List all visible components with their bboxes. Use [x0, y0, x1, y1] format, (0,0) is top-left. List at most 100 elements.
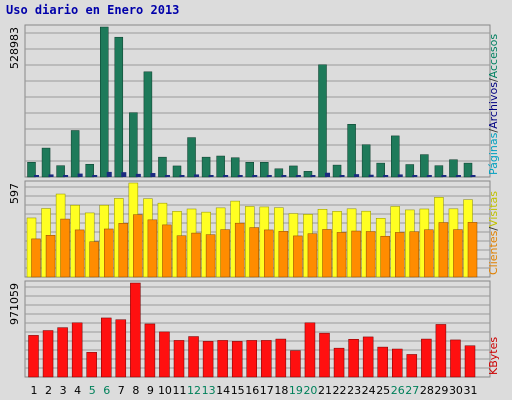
- bar-clientes-day-21: [322, 229, 332, 278]
- bar-accesos-day-25: [376, 162, 385, 178]
- bar-archivos-day-11: [179, 175, 185, 177]
- bar-archivos-day-2: [48, 174, 54, 177]
- bar-kbytes-day-12: [188, 336, 199, 378]
- bar-accesos-day-14: [216, 155, 225, 178]
- bar-clientes-day-4: [74, 229, 85, 278]
- bar-clientes-day-3: [60, 218, 70, 278]
- x-tick-label: 15: [231, 384, 245, 397]
- x-tick-label: 26: [391, 384, 405, 397]
- bar-clientes-day-18: [278, 231, 289, 278]
- x-tick-label: 3: [60, 384, 67, 397]
- x-tick-label: 20: [303, 384, 317, 397]
- bar-clientes-day-15: [234, 222, 245, 278]
- bar-clientes-day-19: [293, 235, 303, 278]
- bar-clientes-day-24: [365, 231, 376, 278]
- x-tick-label: 11: [173, 384, 187, 397]
- bar-archivos-day-27: [412, 175, 418, 177]
- x-tick-label: 13: [202, 384, 216, 397]
- bar-kbytes-day-2: [42, 330, 54, 378]
- bar-accesos-day-7: [114, 36, 124, 178]
- bar-kbytes-day-11: [173, 340, 185, 378]
- bar-kbytes-day-17: [261, 340, 272, 378]
- bar-archivos-day-31: [470, 175, 476, 177]
- x-tick-label: 22: [333, 384, 347, 397]
- bar-archivos-day-14: [223, 175, 229, 177]
- bar-clientes-day-23: [351, 230, 361, 278]
- bar-archivos-day-18: [281, 175, 287, 177]
- bar-archivos-day-8: [135, 173, 141, 177]
- bar-kbytes-day-18: [275, 338, 287, 378]
- x-tick-label: 29: [434, 384, 448, 397]
- bar-accesos-day-24: [361, 144, 371, 178]
- bar-accesos-day-1: [27, 162, 36, 178]
- bar-kbytes-day-13: [202, 341, 214, 378]
- y-max-label: 971059: [8, 283, 21, 325]
- x-tick-label: 12: [187, 384, 201, 397]
- bar-accesos-day-16: [245, 162, 254, 178]
- bar-clientes-day-5: [89, 241, 99, 278]
- x-axis-labels: 1 2 3 4 5 6 7 8 9 10 11 12 13 14 15 16 17 18 19 20 21 22 23 24 2…: [31, 384, 478, 397]
- series-label-part: /: [487, 78, 500, 82]
- series-label-part: Páginas: [487, 132, 500, 175]
- bar-kbytes-day-4: [71, 322, 83, 378]
- bar-archivos-day-13: [208, 175, 214, 177]
- bar-accesos-day-2: [41, 147, 51, 178]
- bar-archivos-day-3: [63, 175, 69, 177]
- bar-kbytes-day-21: [319, 332, 330, 378]
- bar-kbytes-day-14: [217, 340, 228, 378]
- bar-accesos-day-21: [318, 64, 327, 178]
- bar-archivos-day-7: [121, 172, 127, 177]
- x-tick-label: 1: [31, 384, 38, 397]
- x-tick-label: 18: [274, 384, 288, 397]
- bar-kbytes-day-29: [435, 324, 447, 378]
- bar-archivos-day-19: [295, 175, 301, 177]
- bar-accesos-day-31: [463, 162, 473, 178]
- bar-clientes-day-31: [467, 222, 478, 278]
- x-tick-label: 4: [74, 384, 81, 397]
- bar-accesos-day-19: [289, 165, 298, 178]
- bar-accesos-day-13: [201, 156, 211, 178]
- bar-accesos-day-5: [85, 163, 94, 178]
- bar-accesos-day-11: [172, 165, 182, 178]
- bar-accesos-day-30: [449, 159, 458, 178]
- bar-archivos-day-26: [397, 174, 403, 177]
- bar-kbytes-day-23: [348, 338, 359, 378]
- bar-accesos-day-26: [391, 135, 400, 178]
- series-label-clientes: Clientes/Visitas: [487, 191, 500, 275]
- bar-archivos-day-25: [383, 175, 389, 177]
- bar-clientes-day-7: [118, 223, 129, 278]
- x-tick-label: 23: [347, 384, 361, 397]
- bar-kbytes-day-22: [333, 347, 345, 378]
- x-tick-label: 8: [132, 384, 139, 397]
- chart-title: Uso diario en Enero 2013: [6, 3, 180, 17]
- x-tick-label: 5: [89, 384, 96, 397]
- y-max-label: 597: [8, 183, 21, 204]
- x-tick-label: 25: [376, 384, 390, 397]
- bar-archivos-day-15: [237, 175, 243, 177]
- bar-archivos-day-12: [194, 174, 200, 177]
- bar-kbytes-day-16: [246, 340, 257, 378]
- bar-kbytes-day-3: [57, 327, 68, 378]
- bar-archivos-day-1: [34, 175, 39, 177]
- bar-kbytes-day-20: [304, 322, 316, 378]
- bar-archivos-day-4: [77, 173, 83, 177]
- bar-kbytes-day-10: [159, 331, 170, 378]
- bar-archivos-day-10: [164, 175, 170, 177]
- bar-kbytes-day-27: [406, 354, 418, 378]
- x-tick-label: 2: [45, 384, 52, 397]
- x-tick-label: 24: [362, 384, 376, 397]
- bar-clientes-day-11: [176, 235, 187, 278]
- x-tick-label: 21: [318, 384, 332, 397]
- bar-kbytes-day-15: [231, 341, 243, 378]
- panel-kbytes: 971059 KBytes: [8, 280, 500, 378]
- x-tick-label: 7: [118, 384, 125, 397]
- series-label-part: KBytes: [487, 337, 500, 375]
- bar-clientes-day-28: [424, 229, 434, 278]
- bar-archivos-day-24: [368, 174, 374, 177]
- bar-accesos-day-12: [187, 137, 196, 178]
- bar-clientes-day-8: [133, 214, 143, 278]
- x-tick-label: 14: [216, 384, 230, 397]
- x-tick-label: 27: [405, 384, 419, 397]
